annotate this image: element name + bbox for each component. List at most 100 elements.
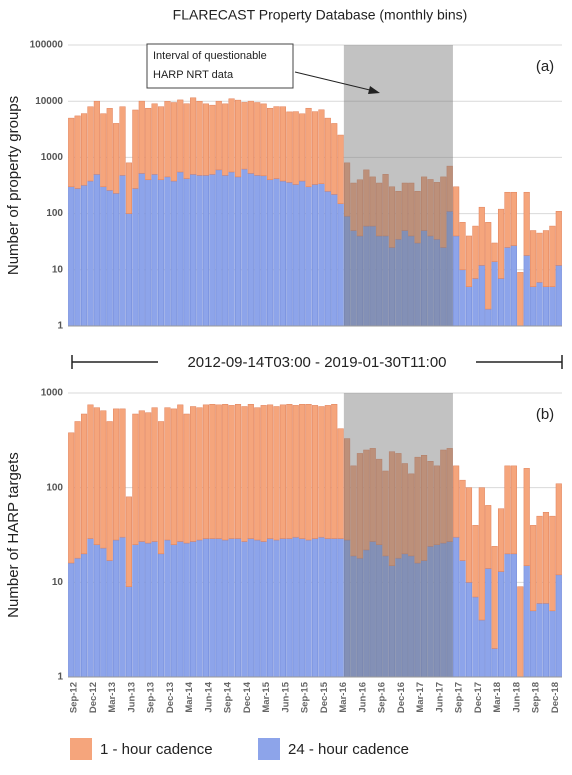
- bar: [311, 538, 319, 678]
- bar: [215, 404, 222, 539]
- bar: [113, 123, 120, 194]
- bar: [215, 100, 222, 171]
- bar: [215, 538, 222, 678]
- bar: [510, 553, 517, 678]
- bar: [196, 175, 203, 327]
- bar: [344, 438, 351, 541]
- bar: [530, 525, 537, 612]
- bar: [260, 405, 267, 542]
- bar: [234, 176, 242, 327]
- bar: [87, 180, 94, 327]
- bar: [74, 421, 81, 559]
- bar: [421, 176, 428, 231]
- bar: [478, 265, 485, 327]
- bar: [414, 190, 421, 244]
- bar: [337, 538, 344, 678]
- legend-label: 1 - hour cadence: [100, 741, 213, 758]
- y-tick-label: 1000: [41, 152, 64, 163]
- bar: [388, 451, 396, 566]
- shaded-interval: [343, 393, 453, 677]
- bar: [504, 465, 511, 555]
- bar: [241, 541, 248, 678]
- bar: [132, 544, 139, 678]
- bar: [145, 107, 152, 181]
- bar: [209, 404, 216, 539]
- bar: [536, 282, 543, 327]
- bar: [542, 603, 550, 678]
- bar: [292, 184, 299, 327]
- bar: [138, 173, 145, 327]
- bar: [215, 169, 222, 327]
- bar: [536, 232, 543, 283]
- bar: [305, 107, 312, 188]
- bar: [465, 487, 473, 583]
- bar: [100, 113, 107, 188]
- bar: [170, 544, 177, 678]
- bar: [132, 413, 139, 545]
- bar: [209, 538, 216, 678]
- bar: [151, 407, 158, 542]
- arrow-head: [368, 86, 380, 94]
- bar: [491, 242, 498, 262]
- bar: [68, 432, 75, 564]
- bar: [100, 186, 107, 327]
- bar: [292, 405, 299, 538]
- bar: [453, 536, 460, 678]
- bar: [87, 404, 94, 539]
- bar: [138, 410, 145, 542]
- x-tick-label: Sep-15: [300, 681, 311, 713]
- bar: [299, 538, 306, 678]
- bar: [209, 174, 216, 327]
- bar: [292, 536, 299, 678]
- bar: [202, 175, 209, 327]
- bar: [279, 404, 286, 539]
- y-axis-label: Number of property groups: [5, 96, 22, 275]
- bar: [542, 230, 550, 287]
- bar: [491, 546, 498, 649]
- bar: [222, 175, 229, 327]
- bar: [549, 610, 556, 678]
- bar: [299, 180, 306, 327]
- bar: [273, 539, 280, 678]
- x-tick-label: Sep-13: [146, 682, 157, 713]
- bar: [549, 515, 556, 612]
- x-tick-label: Jun-18: [511, 682, 522, 713]
- bar: [273, 106, 280, 179]
- bar: [478, 206, 485, 266]
- bar: [196, 407, 203, 541]
- bar: [549, 286, 556, 327]
- y-tick-label: 100: [46, 208, 63, 219]
- bar: [106, 560, 113, 678]
- bar: [170, 408, 177, 545]
- bar: [93, 174, 100, 327]
- bar: [311, 405, 319, 539]
- bar: [106, 421, 113, 561]
- bar: [427, 179, 434, 237]
- bar: [254, 407, 261, 541]
- bar: [324, 117, 331, 192]
- bar: [286, 182, 293, 327]
- bar: [324, 190, 331, 327]
- bar: [318, 109, 325, 184]
- bar: [433, 465, 440, 545]
- bar: [382, 470, 389, 557]
- bar: [279, 106, 286, 182]
- bar: [497, 278, 505, 327]
- x-tick-label: Dec-18: [550, 682, 561, 713]
- bar: [164, 407, 171, 541]
- bar: [80, 413, 88, 555]
- bar: [555, 483, 562, 576]
- bar: [497, 508, 505, 572]
- bar: [401, 182, 408, 231]
- y-tick-label: 1: [57, 672, 63, 683]
- time-range: 2012-09-14T03:00 - 2019-01-30T11:00: [187, 354, 446, 371]
- bar: [164, 539, 171, 678]
- bar: [440, 449, 447, 544]
- bar: [485, 308, 492, 327]
- bar: [530, 286, 537, 327]
- x-tick-label: Mar-16: [338, 682, 349, 713]
- y-tick-label: 10: [52, 264, 64, 275]
- x-tick-label: Dec-14: [242, 681, 253, 713]
- bar: [164, 101, 171, 178]
